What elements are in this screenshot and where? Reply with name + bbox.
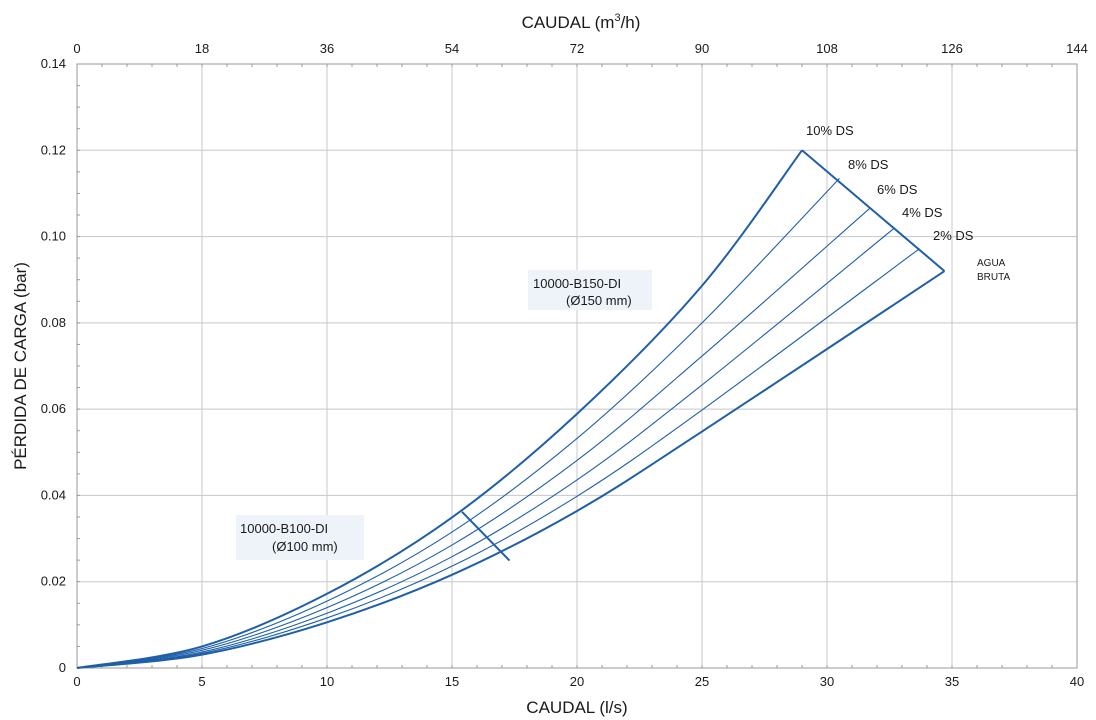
label-b150-model: 10000-B150-DI <box>533 276 621 291</box>
curve-6-ds <box>76 208 870 669</box>
x-tick-label: 10 <box>320 674 334 689</box>
x-tick-label: 15 <box>445 674 459 689</box>
curve-agua-bruta <box>76 270 946 669</box>
grid <box>77 64 1077 668</box>
curves <box>76 149 946 669</box>
x2-tick-label: 90 <box>695 41 709 56</box>
label-bruta: BRUTA <box>977 272 1010 283</box>
x-tick-label: 25 <box>695 674 709 689</box>
x2-tick-label: 72 <box>570 41 584 56</box>
label-b150-bg <box>528 270 652 310</box>
x-tick-label: 5 <box>198 674 205 689</box>
label-6ds: 6% DS <box>877 182 918 197</box>
label-b100-model: 10000-B100-DI <box>240 521 328 536</box>
x2-tick-label: 0 <box>73 41 80 56</box>
x2-tick-label: 18 <box>195 41 209 56</box>
y-tick-label: 0.08 <box>41 315 66 330</box>
y-tick-label: 0.02 <box>41 574 66 589</box>
label-b100-size: (Ø100 mm) <box>272 539 338 554</box>
x-tick-label: 35 <box>945 674 959 689</box>
x2-axis-title-prefix: CAUDAL (m <box>522 13 615 32</box>
x2-axis-ticks: 0 18 36 54 72 90 108 126 144 <box>73 41 1087 56</box>
y-tick-label: 0 <box>59 660 66 675</box>
y-tick-label: 0.12 <box>41 142 66 157</box>
x-tick-label: 40 <box>1070 674 1084 689</box>
y-tick-label: 0.06 <box>41 401 66 416</box>
label-10ds: 10% DS <box>806 123 854 138</box>
boundary-b150 <box>801 149 946 272</box>
x2-tick-label: 144 <box>1066 41 1088 56</box>
curve-10-ds <box>76 149 803 669</box>
boundary-b100 <box>461 511 511 562</box>
x-tick-label: 20 <box>570 674 584 689</box>
x-axis-title: CAUDAL (l/s) <box>526 698 627 717</box>
x-tick-label: 30 <box>820 674 834 689</box>
plot-frame <box>76 63 1078 669</box>
label-2ds: 2% DS <box>933 228 974 243</box>
curve-4-ds <box>76 227 895 669</box>
y-tick-label: 0.10 <box>41 229 66 244</box>
curve-8-ds <box>76 177 840 669</box>
y-tick-label: 0.14 <box>41 56 66 71</box>
label-4ds: 4% DS <box>902 205 943 220</box>
boundaries <box>461 149 946 562</box>
y-axis-ticks: 0 0.02 0.04 0.06 0.08 0.10 0.12 0.14 <box>41 56 66 675</box>
label-8ds: 8% DS <box>848 157 889 172</box>
x-tick-label: 0 <box>73 674 80 689</box>
x2-tick-label: 126 <box>941 41 963 56</box>
curve-2-ds <box>76 248 920 669</box>
y-axis-title: PÉRDIDA DE CARGA (bar) <box>11 262 30 470</box>
y-tick-label: 0.04 <box>41 487 66 502</box>
x2-axis-title-suffix: /h) <box>621 13 641 32</box>
label-b100-bg <box>236 515 364 560</box>
x2-axis-title-sup: 3 <box>614 12 620 24</box>
x-axis-ticks: 0 5 10 15 20 25 30 35 40 <box>73 674 1084 689</box>
x2-axis-title: CAUDAL (m3/h) <box>522 12 641 32</box>
x2-tick-label: 108 <box>816 41 838 56</box>
label-agua: AGUA <box>977 258 1006 269</box>
label-b150-size: (Ø150 mm) <box>566 293 632 308</box>
x2-tick-label: 54 <box>445 41 459 56</box>
x2-tick-label: 36 <box>320 41 334 56</box>
